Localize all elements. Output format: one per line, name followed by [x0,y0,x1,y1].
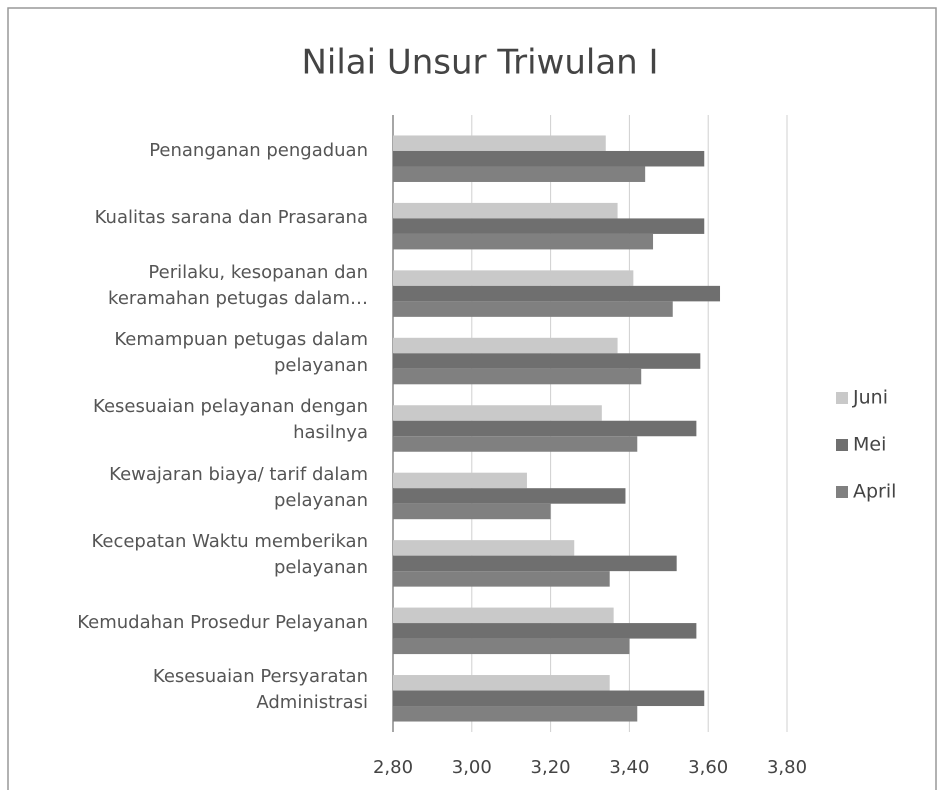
bar [393,503,551,520]
legend-label: Juni [852,387,888,409]
chart-title: Nilai Unsur Triwulan I [301,43,658,83]
y-tick-label: Kualitas sarana dan Prasarana [94,207,368,229]
y-tick-label: Perilaku, kesopanan dan keramahan petuga… [108,261,368,309]
bar [393,285,721,302]
y-tick-label: Kewajaran biaya/ tarif dalam pelayanan [109,463,368,511]
x-tick-label: 3,00 [452,757,492,778]
bar [393,353,701,369]
bar [393,607,614,624]
bar [393,337,618,354]
x-tick-label: 3,80 [767,757,807,778]
bar [393,270,634,286]
bar [393,488,626,504]
y-tick-label: Penanganan pengaduan [149,139,368,161]
y-tick-label: Kemudahan Prosedur Pelayanan [77,611,368,633]
bar [393,218,705,234]
x-tick-label: 3,40 [609,757,649,778]
bar [393,368,642,385]
y-tick-label: Kesesuaian Persyaratan Administrasi [152,666,368,714]
bar [393,436,638,452]
bar [393,202,618,219]
bar [393,472,527,489]
legend-swatch [836,439,848,451]
legend-label: Mei [853,434,886,456]
bar [393,675,610,691]
x-tick-label: 3,60 [688,757,728,778]
x-tick-label: 2,80 [373,757,413,778]
bar [393,405,602,421]
bar [393,420,697,437]
bar [393,638,630,655]
bar [393,623,697,639]
y-tick-label: Kemampuan petugas dalam pelayanan [114,329,368,377]
bar [393,706,638,722]
y-tick-label: Kecepatan Waktu memberikan pelayanan [91,531,368,579]
legend-label: April [853,481,896,503]
bar [393,555,677,572]
bar [393,135,606,151]
x-tick-label: 3,20 [531,757,571,778]
bar [393,233,654,250]
legend-swatch [836,486,848,498]
chart-border [7,7,937,790]
bar [393,571,610,587]
y-tick-label: Kesesuaian pelayanan dengan hasilnya [93,396,368,444]
legend-swatch [836,392,848,404]
bar [393,150,705,167]
bar [393,540,575,556]
bar [393,166,646,182]
bar [393,690,705,707]
bar [393,301,673,317]
